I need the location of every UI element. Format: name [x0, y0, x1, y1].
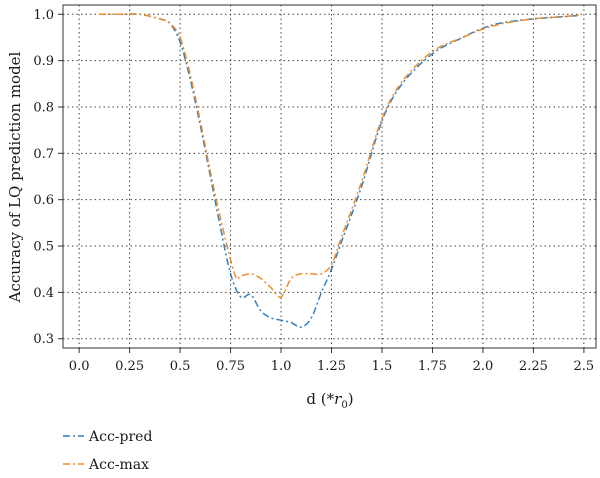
grid-lines	[63, 5, 596, 348]
y-tick-label: 0.5	[33, 240, 54, 255]
series-line-acc-max	[99, 13, 580, 298]
legend-label: Acc-max	[88, 457, 149, 473]
x-axis-title-main: d (*	[306, 390, 334, 408]
series-lines	[99, 13, 580, 328]
x-axis-ticks: 0.0 0.25 0.5 0.75 1.0 1.25 1.5 1.75 2.0 2.25 2.5	[69, 348, 594, 374]
x-tick-label: 0.5	[170, 359, 191, 374]
y-tick-label: 1.0	[33, 8, 54, 23]
y-tick-label: 0.8	[33, 100, 54, 115]
y-tick-label: 0.3	[33, 332, 54, 347]
plot-frame	[62, 4, 597, 349]
y-tick-label: 0.9	[33, 54, 54, 69]
x-tick-label: 2.5	[574, 359, 595, 374]
x-tick-label: 2.0	[473, 359, 494, 374]
x-tick-label: 0.75	[216, 359, 245, 374]
legend: Acc-pred Acc-max	[63, 429, 152, 473]
series-line-acc-pred	[99, 13, 580, 328]
y-axis-title: Accuracy of LQ prediction model	[6, 51, 24, 303]
y-axis-ticks: 0.3 0.4 0.5 0.6 0.7 0.8 0.9 1.0	[33, 8, 63, 347]
x-axis-title-close: )	[348, 390, 354, 408]
legend-label: Acc-pred	[88, 429, 152, 445]
y-tick-label: 0.4	[33, 286, 54, 301]
x-tick-label: 0.0	[69, 359, 90, 374]
x-tick-label: 2.25	[519, 359, 548, 374]
x-tick-label: 1.25	[317, 359, 346, 374]
x-tick-label: 1.5	[372, 359, 393, 374]
x-tick-label: 1.0	[271, 359, 292, 374]
x-axis-title: d (*r0)	[306, 390, 353, 411]
x-axis-title-subscript: 0	[341, 400, 347, 411]
y-tick-label: 0.7	[33, 147, 54, 162]
x-axis-title-variable: r	[334, 390, 342, 408]
x-tick-label: 1.75	[418, 359, 447, 374]
y-tick-label: 0.6	[33, 193, 54, 208]
x-tick-label: 0.25	[115, 359, 144, 374]
